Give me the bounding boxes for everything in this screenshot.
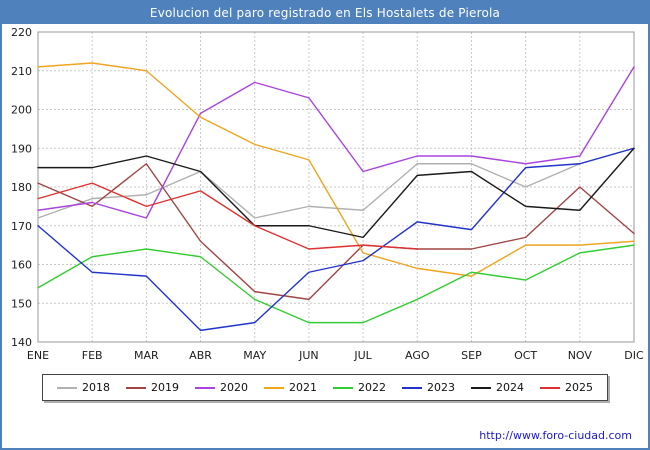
legend-item-2021: 2021 — [264, 381, 317, 394]
x-tick-label: FEB — [82, 349, 103, 362]
y-tick-label: 140 — [11, 336, 32, 349]
page-title: Evolucion del paro registrado en Els Hos… — [2, 2, 648, 24]
legend-line-swatch — [195, 386, 215, 389]
legend-item-2023: 2023 — [402, 381, 455, 394]
series-line-2019 — [37, 163, 635, 301]
x-tick-label: MAY — [243, 349, 266, 362]
legend-item-2024: 2024 — [471, 381, 524, 394]
x-tick-label: DIC — [624, 349, 644, 362]
legend-label: 2019 — [151, 381, 179, 394]
y-tick-label: 220 — [11, 26, 32, 39]
legend-item-2025: 2025 — [540, 381, 593, 394]
legend-label: 2024 — [496, 381, 524, 394]
legend-line-swatch — [264, 386, 284, 389]
x-tick-label: NOV — [568, 349, 593, 362]
x-tick-label: SEP — [461, 349, 482, 362]
legend-label: 2025 — [565, 381, 593, 394]
legend-line-swatch — [126, 386, 146, 389]
legend-label: 2022 — [358, 381, 386, 394]
series-line-2021 — [37, 62, 635, 277]
y-tick-label: 150 — [11, 297, 32, 310]
legend-label: 2020 — [220, 381, 248, 394]
plot-border — [37, 31, 635, 343]
series-line-2023 — [37, 147, 635, 332]
legend-line-swatch — [471, 386, 491, 389]
x-tick-label: JUL — [353, 349, 372, 362]
series-line-2022 — [37, 244, 635, 324]
x-tick-label: ENE — [27, 349, 49, 362]
legend-label: 2023 — [427, 381, 455, 394]
y-tick-label: 160 — [11, 259, 32, 272]
x-tick-label: OCT — [514, 349, 537, 362]
legend-item-2019: 2019 — [126, 381, 179, 394]
x-tick-label: MAR — [134, 349, 159, 362]
y-tick-label: 180 — [11, 181, 32, 194]
chart-legend: 2018 2019 2020 2021 2022 2023 2024 2025 — [42, 374, 608, 401]
y-tick-label: 210 — [11, 65, 32, 78]
y-tick-label: 170 — [11, 220, 32, 233]
legend-item-2018: 2018 — [57, 381, 110, 394]
legend-line-swatch — [540, 386, 560, 389]
footer-link[interactable]: http://www.foro-ciudad.com — [479, 429, 632, 442]
legend-label: 2021 — [289, 381, 317, 394]
legend-line-swatch — [57, 386, 77, 389]
legend-line-swatch — [333, 386, 353, 389]
x-tick-label: JUN — [298, 349, 319, 362]
series-line-2018 — [37, 147, 635, 219]
x-tick-label: ABR — [189, 349, 212, 362]
line-chart: 140 150 160 170 180 190 200 210 220 ENE FEB MAR ABR M… — [11, 26, 644, 362]
legend-item-2020: 2020 — [195, 381, 248, 394]
series-line-2020 — [37, 66, 635, 219]
series-line-2025 — [37, 182, 418, 250]
series-line-2024 — [37, 147, 635, 239]
x-tick-label: AGO — [405, 349, 430, 362]
legend-label: 2018 — [82, 381, 110, 394]
y-tick-label: 190 — [11, 142, 32, 155]
legend-item-2022: 2022 — [333, 381, 386, 394]
y-tick-label: 200 — [11, 104, 32, 117]
legend-line-swatch — [402, 386, 422, 389]
